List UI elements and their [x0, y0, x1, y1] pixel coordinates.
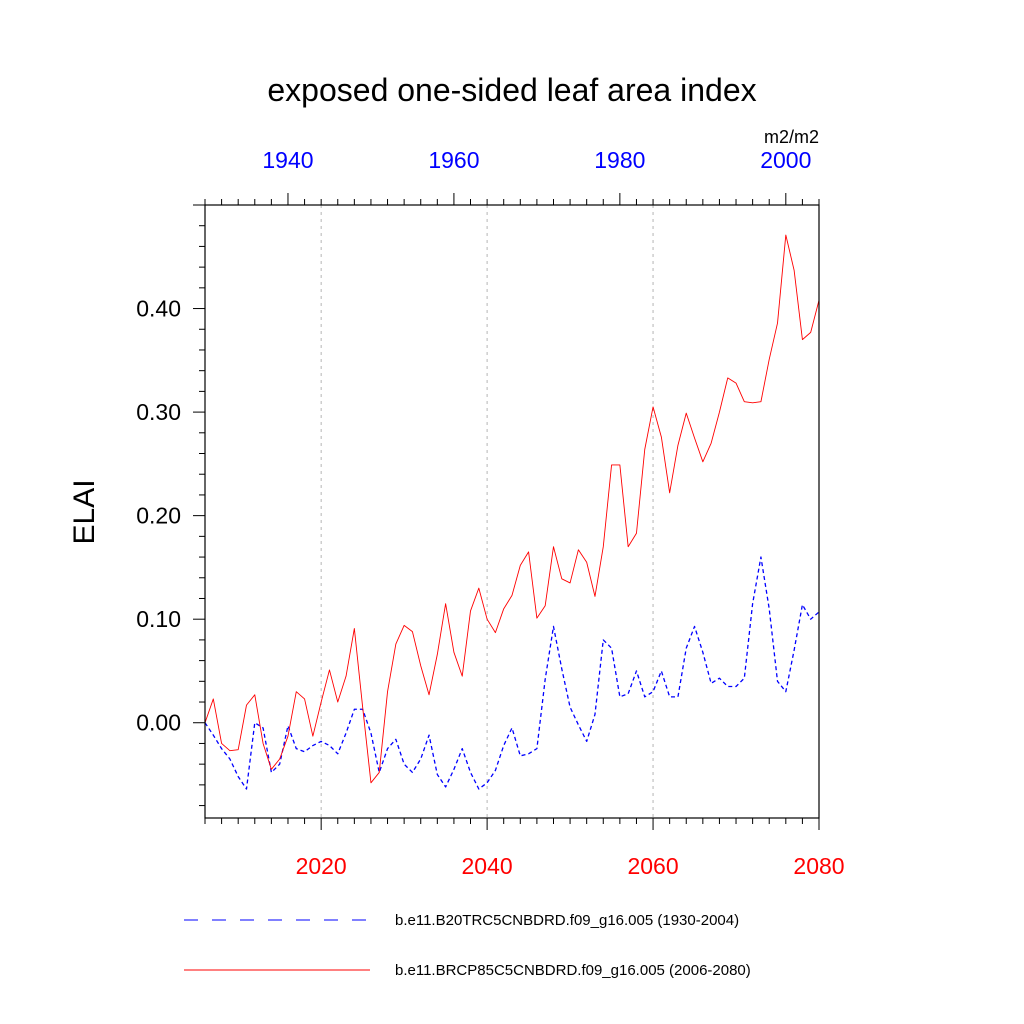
bottom-tick-label: 2060: [627, 853, 678, 879]
units-label: m2/m2: [764, 127, 819, 147]
plot-frame: [204, 204, 820, 819]
y-tick-label: 0.20: [136, 503, 181, 529]
axis-ticks: [193, 193, 820, 830]
top-tick-label: 1960: [428, 147, 479, 173]
y-tick-label: 0.00: [136, 710, 181, 736]
chart-title: exposed one-sided leaf area index: [267, 72, 756, 108]
y-tick-label: 0.10: [136, 606, 181, 632]
bottom-tick-label: 2020: [296, 853, 347, 879]
y-tick-label: 0.30: [136, 399, 181, 425]
axes: [204, 204, 820, 819]
top-tick-label: 2000: [760, 147, 811, 173]
top-tick-label: 1940: [262, 147, 313, 173]
bottom-tick-label: 2040: [462, 853, 513, 879]
bottom-tick-label: 2080: [793, 853, 844, 879]
series-line-historical: [204, 556, 820, 790]
y-axis-label: ELAI: [68, 479, 101, 544]
legend-entry-historical: b.e11.B20TRC5CNBDRD.f09_g16.005 (1930-20…: [395, 912, 739, 929]
legend-entry-rcp85: b.e11.BRCP85C5CNBDRD.f09_g16.005 (2006-2…: [395, 962, 751, 979]
y-tick-label: 0.40: [136, 296, 181, 322]
grid-lines: [320, 205, 654, 818]
legend: b.e11.B20TRC5CNBDRD.f09_g16.005 (1930-20…: [184, 912, 751, 979]
series-line-rcp85: [204, 234, 820, 784]
tick-labels: 0.00 0.10 0.20 0.30 0.40 2020 2040 2060 2080 1940…: [136, 147, 844, 879]
series-lines: [204, 234, 820, 790]
top-tick-label: 1980: [594, 147, 645, 173]
